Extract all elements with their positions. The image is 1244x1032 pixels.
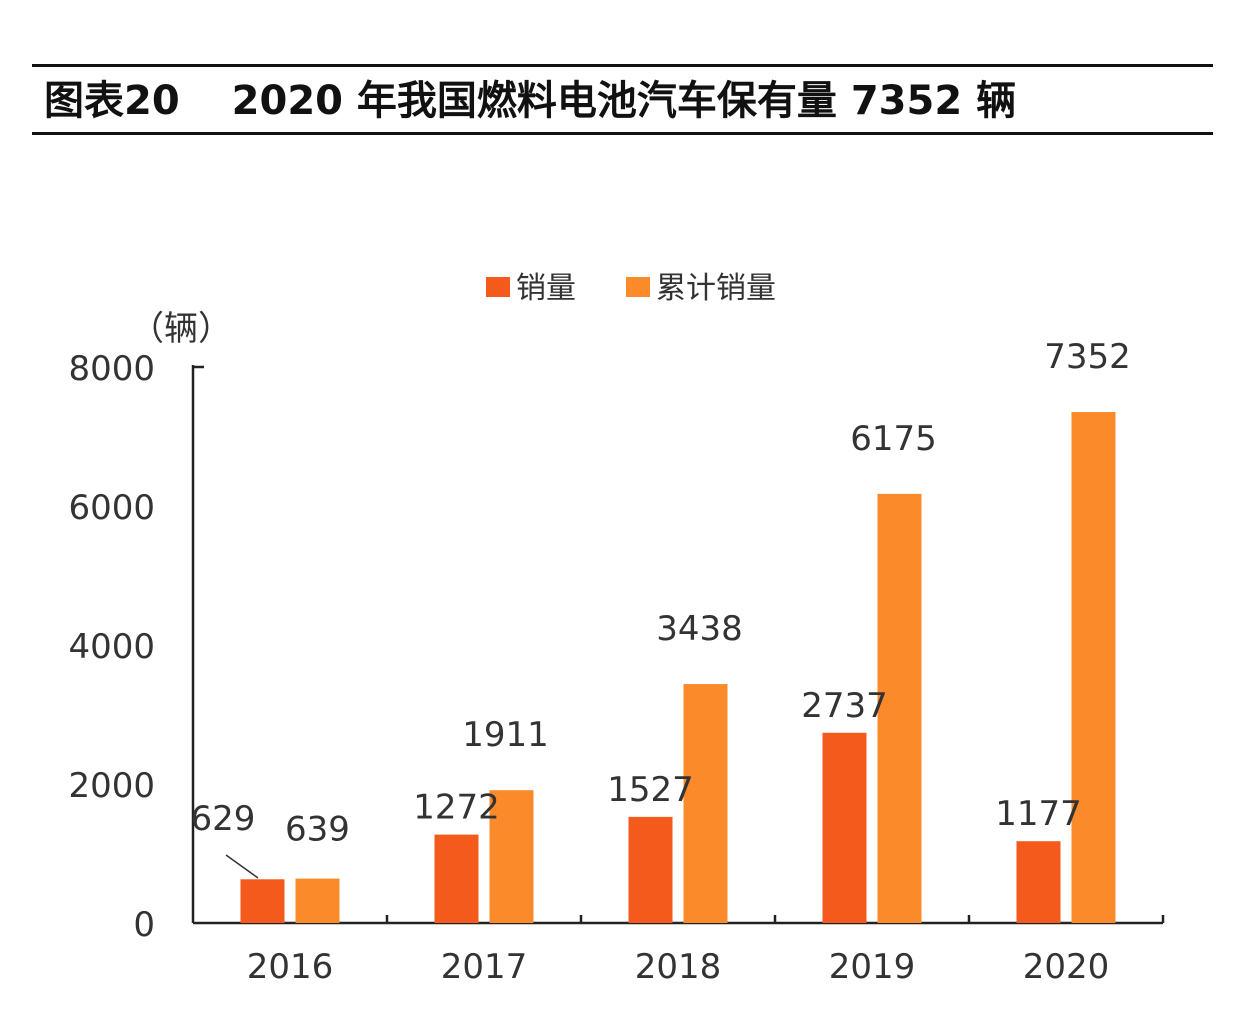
legend-label-cumulative: 累计销量 bbox=[656, 271, 776, 306]
legend-label-sales: 销量 bbox=[516, 271, 576, 306]
bars bbox=[240, 412, 1116, 923]
bar-cumulative-2016 bbox=[295, 878, 340, 923]
bar-sales-2019 bbox=[822, 732, 867, 923]
data-label-sales-2017: 1272 bbox=[413, 788, 500, 828]
bar-sales-2017 bbox=[434, 834, 479, 923]
data-label-cumulative-2016: 639 bbox=[285, 810, 350, 850]
figure-number: 图表20 bbox=[44, 78, 180, 124]
y-tick-labels: 0 2000 4000 6000 8000 bbox=[68, 349, 155, 945]
data-label-cumulative-2020: 7352 bbox=[1044, 337, 1131, 377]
legend-swatch-sales bbox=[486, 277, 510, 297]
figure-title: 图表20 2020 年我国燃料电池汽车保有量 7352 辆 bbox=[44, 72, 1016, 130]
x-tick-label-2017: 2017 bbox=[441, 947, 528, 987]
data-label-sales-2020: 1177 bbox=[995, 794, 1082, 834]
x-tick-label-2016: 2016 bbox=[247, 947, 334, 987]
y-tick-label-4000: 4000 bbox=[68, 627, 155, 667]
data-labels: 629 639 1272 1911 1527 3438 2737 6175 1177 7352 bbox=[191, 337, 1131, 879]
data-label-leader-2016 bbox=[225, 854, 259, 879]
data-label-sales-2016: 629 bbox=[191, 799, 256, 839]
bar-cumulative-2020 bbox=[1071, 412, 1116, 923]
data-label-cumulative-2019: 6175 bbox=[850, 419, 937, 459]
x-tick-label-2018: 2018 bbox=[635, 947, 722, 987]
y-tick-label-0: 0 bbox=[133, 905, 155, 945]
x-tick-label-2019: 2019 bbox=[829, 947, 916, 987]
y-tick-label-2000: 2000 bbox=[68, 766, 155, 806]
y-tick-label-8000: 8000 bbox=[68, 349, 155, 389]
bar-sales-2016 bbox=[240, 879, 285, 923]
title-rule-top bbox=[32, 64, 1213, 67]
x-tick-label-2020: 2020 bbox=[1023, 947, 1110, 987]
figure-title-text: 2020 年我国燃料电池汽车保有量 7352 辆 bbox=[231, 78, 1017, 124]
bar-cumulative-2018 bbox=[683, 684, 728, 923]
bar-cumulative-2019 bbox=[877, 493, 922, 923]
legend: 销量 累计销量 bbox=[486, 271, 776, 306]
data-label-sales-2018: 1527 bbox=[607, 770, 694, 810]
title-rule-bottom bbox=[32, 132, 1213, 135]
y-tick-label-6000: 6000 bbox=[68, 488, 155, 528]
legend-swatch-cumulative bbox=[626, 277, 650, 297]
data-label-cumulative-2018: 3438 bbox=[656, 609, 743, 649]
bar-cumulative-2017 bbox=[489, 790, 534, 923]
y-axis-unit-label: （辆） bbox=[130, 309, 232, 349]
bar-sales-2020 bbox=[1016, 841, 1061, 923]
data-label-cumulative-2017: 1911 bbox=[462, 715, 549, 755]
x-axis-ticks bbox=[385, 915, 1165, 923]
data-label-sales-2019: 2737 bbox=[801, 686, 888, 726]
bar-sales-2018 bbox=[628, 816, 673, 923]
x-tick-labels: 2016 2017 2018 2019 2020 bbox=[247, 947, 1110, 987]
